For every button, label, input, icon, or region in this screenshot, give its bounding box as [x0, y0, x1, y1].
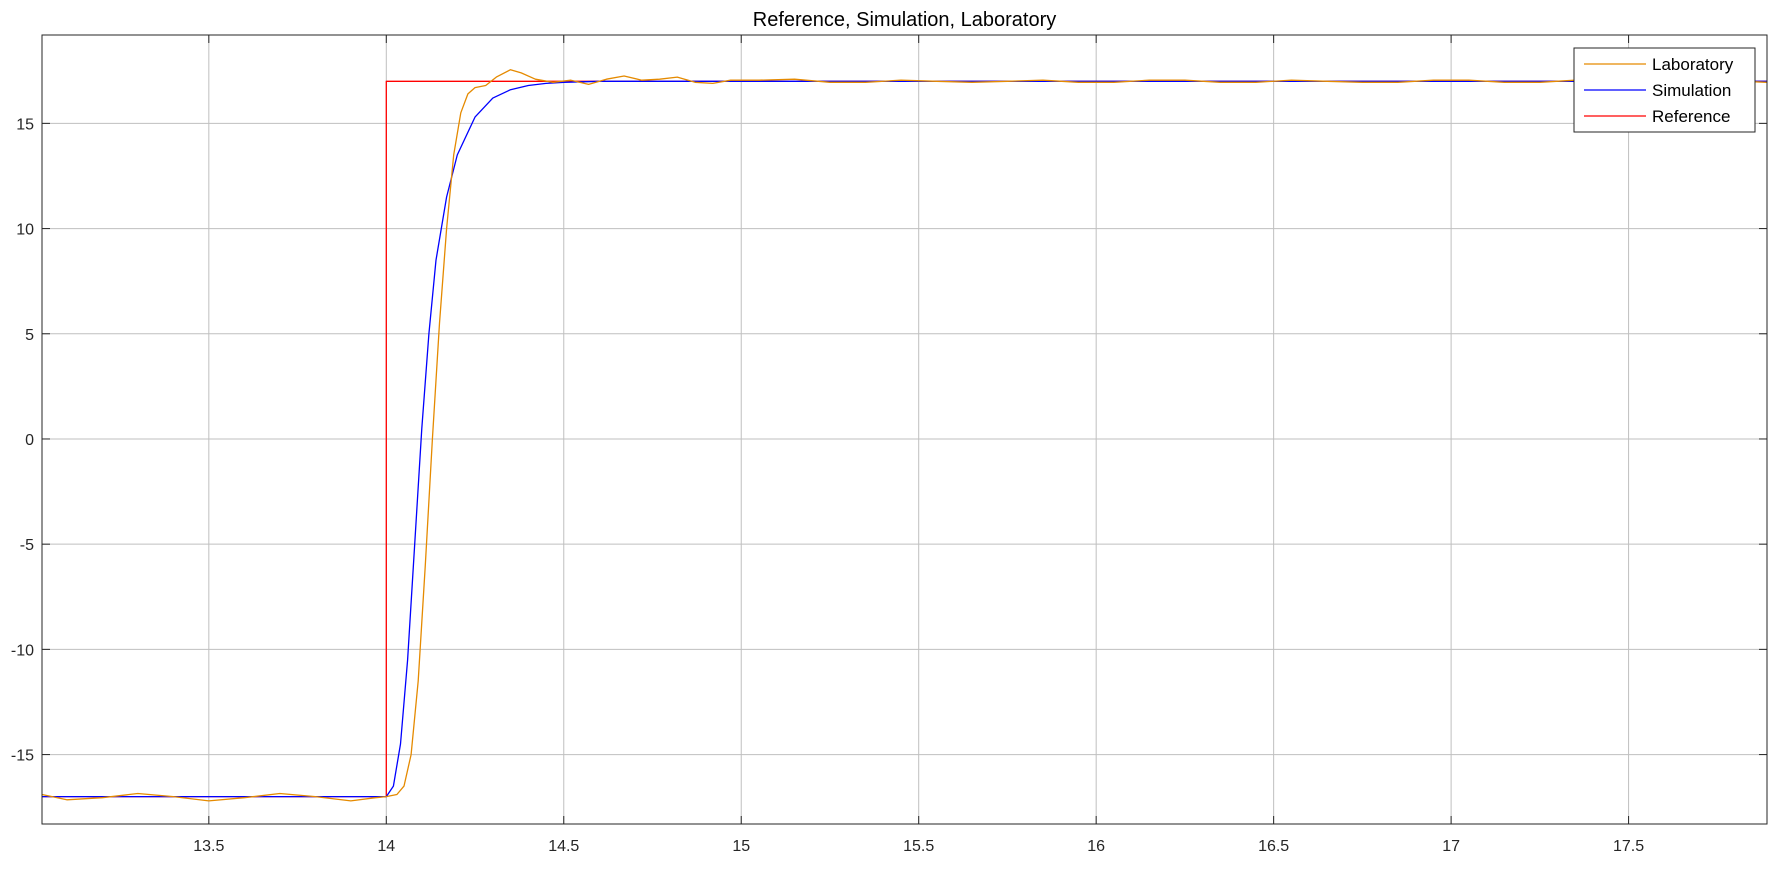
x-tick-label: 17.5 — [1613, 838, 1644, 855]
x-tick-label: 16.5 — [1258, 838, 1289, 855]
y-tick-label: -10 — [11, 642, 34, 659]
x-tick-label: 17 — [1442, 838, 1460, 855]
y-axis: -15 -10 -5 0 5 10 15 — [11, 116, 1767, 765]
series-line-laboratory — [41, 69, 1768, 802]
x-tick-label: 14 — [377, 838, 395, 855]
y-tick-label: -15 — [11, 748, 34, 765]
y-tick-label: 15 — [16, 116, 34, 133]
y-tick-label: 5 — [25, 327, 34, 344]
x-tick-label: 13.5 — [193, 838, 224, 855]
legend-label-laboratory: Laboratory — [1652, 55, 1734, 74]
x-tick-label: 15.5 — [903, 838, 934, 855]
y-tick-label: 0 — [25, 432, 34, 449]
grid — [42, 35, 1767, 824]
x-axis: 13.5 14 14.5 15 15.5 16 16.5 17 17.5 — [193, 35, 1644, 855]
legend[interactable]: Laboratory Simulation Reference — [1573, 47, 1756, 133]
x-tick-label: 15 — [732, 838, 750, 855]
legend-label-reference: Reference — [1652, 107, 1730, 126]
plot-frame — [41, 34, 1768, 825]
series-line-simulation — [42, 80, 1767, 798]
chart-title: Reference, Simulation, Laboratory — [753, 9, 1057, 31]
plot-area[interactable] — [42, 35, 1767, 824]
x-tick-label: 16 — [1087, 838, 1105, 855]
legend-label-simulation: Simulation — [1652, 81, 1731, 100]
y-tick-label: 10 — [16, 222, 34, 239]
series-layer — [41, 69, 1768, 802]
y-tick-label: -5 — [20, 537, 34, 554]
x-tick-label: 14.5 — [548, 838, 579, 855]
